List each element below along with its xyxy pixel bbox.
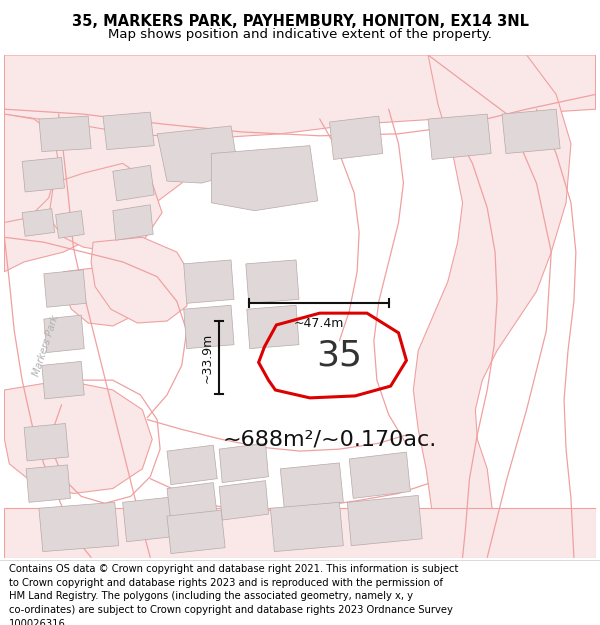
Polygon shape xyxy=(502,109,560,154)
Text: ~47.4m: ~47.4m xyxy=(293,317,344,330)
Polygon shape xyxy=(39,116,91,151)
Polygon shape xyxy=(44,270,86,308)
Text: ~688m²/~0.170ac.: ~688m²/~0.170ac. xyxy=(223,429,437,449)
Polygon shape xyxy=(49,163,162,252)
Text: Contains OS data © Crown copyright and database right 2021. This information is : Contains OS data © Crown copyright and d… xyxy=(9,564,458,625)
Polygon shape xyxy=(103,112,154,149)
Polygon shape xyxy=(211,146,318,211)
Polygon shape xyxy=(24,424,68,461)
Polygon shape xyxy=(280,463,343,508)
Polygon shape xyxy=(39,503,119,552)
Polygon shape xyxy=(219,443,268,483)
Polygon shape xyxy=(184,305,234,349)
Polygon shape xyxy=(4,114,59,222)
Polygon shape xyxy=(56,211,84,238)
Text: ~33.9m: ~33.9m xyxy=(201,332,214,382)
Polygon shape xyxy=(413,55,571,558)
Polygon shape xyxy=(167,482,217,522)
Polygon shape xyxy=(329,116,383,159)
Polygon shape xyxy=(26,465,70,503)
Polygon shape xyxy=(113,205,153,240)
Text: 35: 35 xyxy=(316,339,362,372)
Polygon shape xyxy=(113,166,154,201)
Polygon shape xyxy=(347,496,422,546)
Polygon shape xyxy=(219,481,268,520)
Polygon shape xyxy=(428,114,491,159)
Polygon shape xyxy=(4,508,596,558)
Polygon shape xyxy=(247,305,299,349)
Polygon shape xyxy=(4,55,596,139)
Polygon shape xyxy=(64,267,142,326)
Polygon shape xyxy=(22,158,65,192)
Text: Markers Park: Markers Park xyxy=(31,314,61,378)
Text: Map shows position and indicative extent of the property.: Map shows position and indicative extent… xyxy=(108,28,492,41)
Polygon shape xyxy=(22,209,55,236)
Polygon shape xyxy=(167,445,217,484)
Text: 35, MARKERS PARK, PAYHEMBURY, HONITON, EX14 3NL: 35, MARKERS PARK, PAYHEMBURY, HONITON, E… xyxy=(71,14,529,29)
Polygon shape xyxy=(349,452,410,498)
Polygon shape xyxy=(184,260,234,303)
Polygon shape xyxy=(167,510,225,554)
Polygon shape xyxy=(4,380,152,494)
Polygon shape xyxy=(122,496,181,542)
Polygon shape xyxy=(246,260,299,303)
Polygon shape xyxy=(4,55,202,272)
Polygon shape xyxy=(44,315,84,352)
Polygon shape xyxy=(42,361,84,399)
Polygon shape xyxy=(271,503,343,552)
Polygon shape xyxy=(157,126,239,183)
Polygon shape xyxy=(142,55,241,149)
Polygon shape xyxy=(91,238,191,323)
